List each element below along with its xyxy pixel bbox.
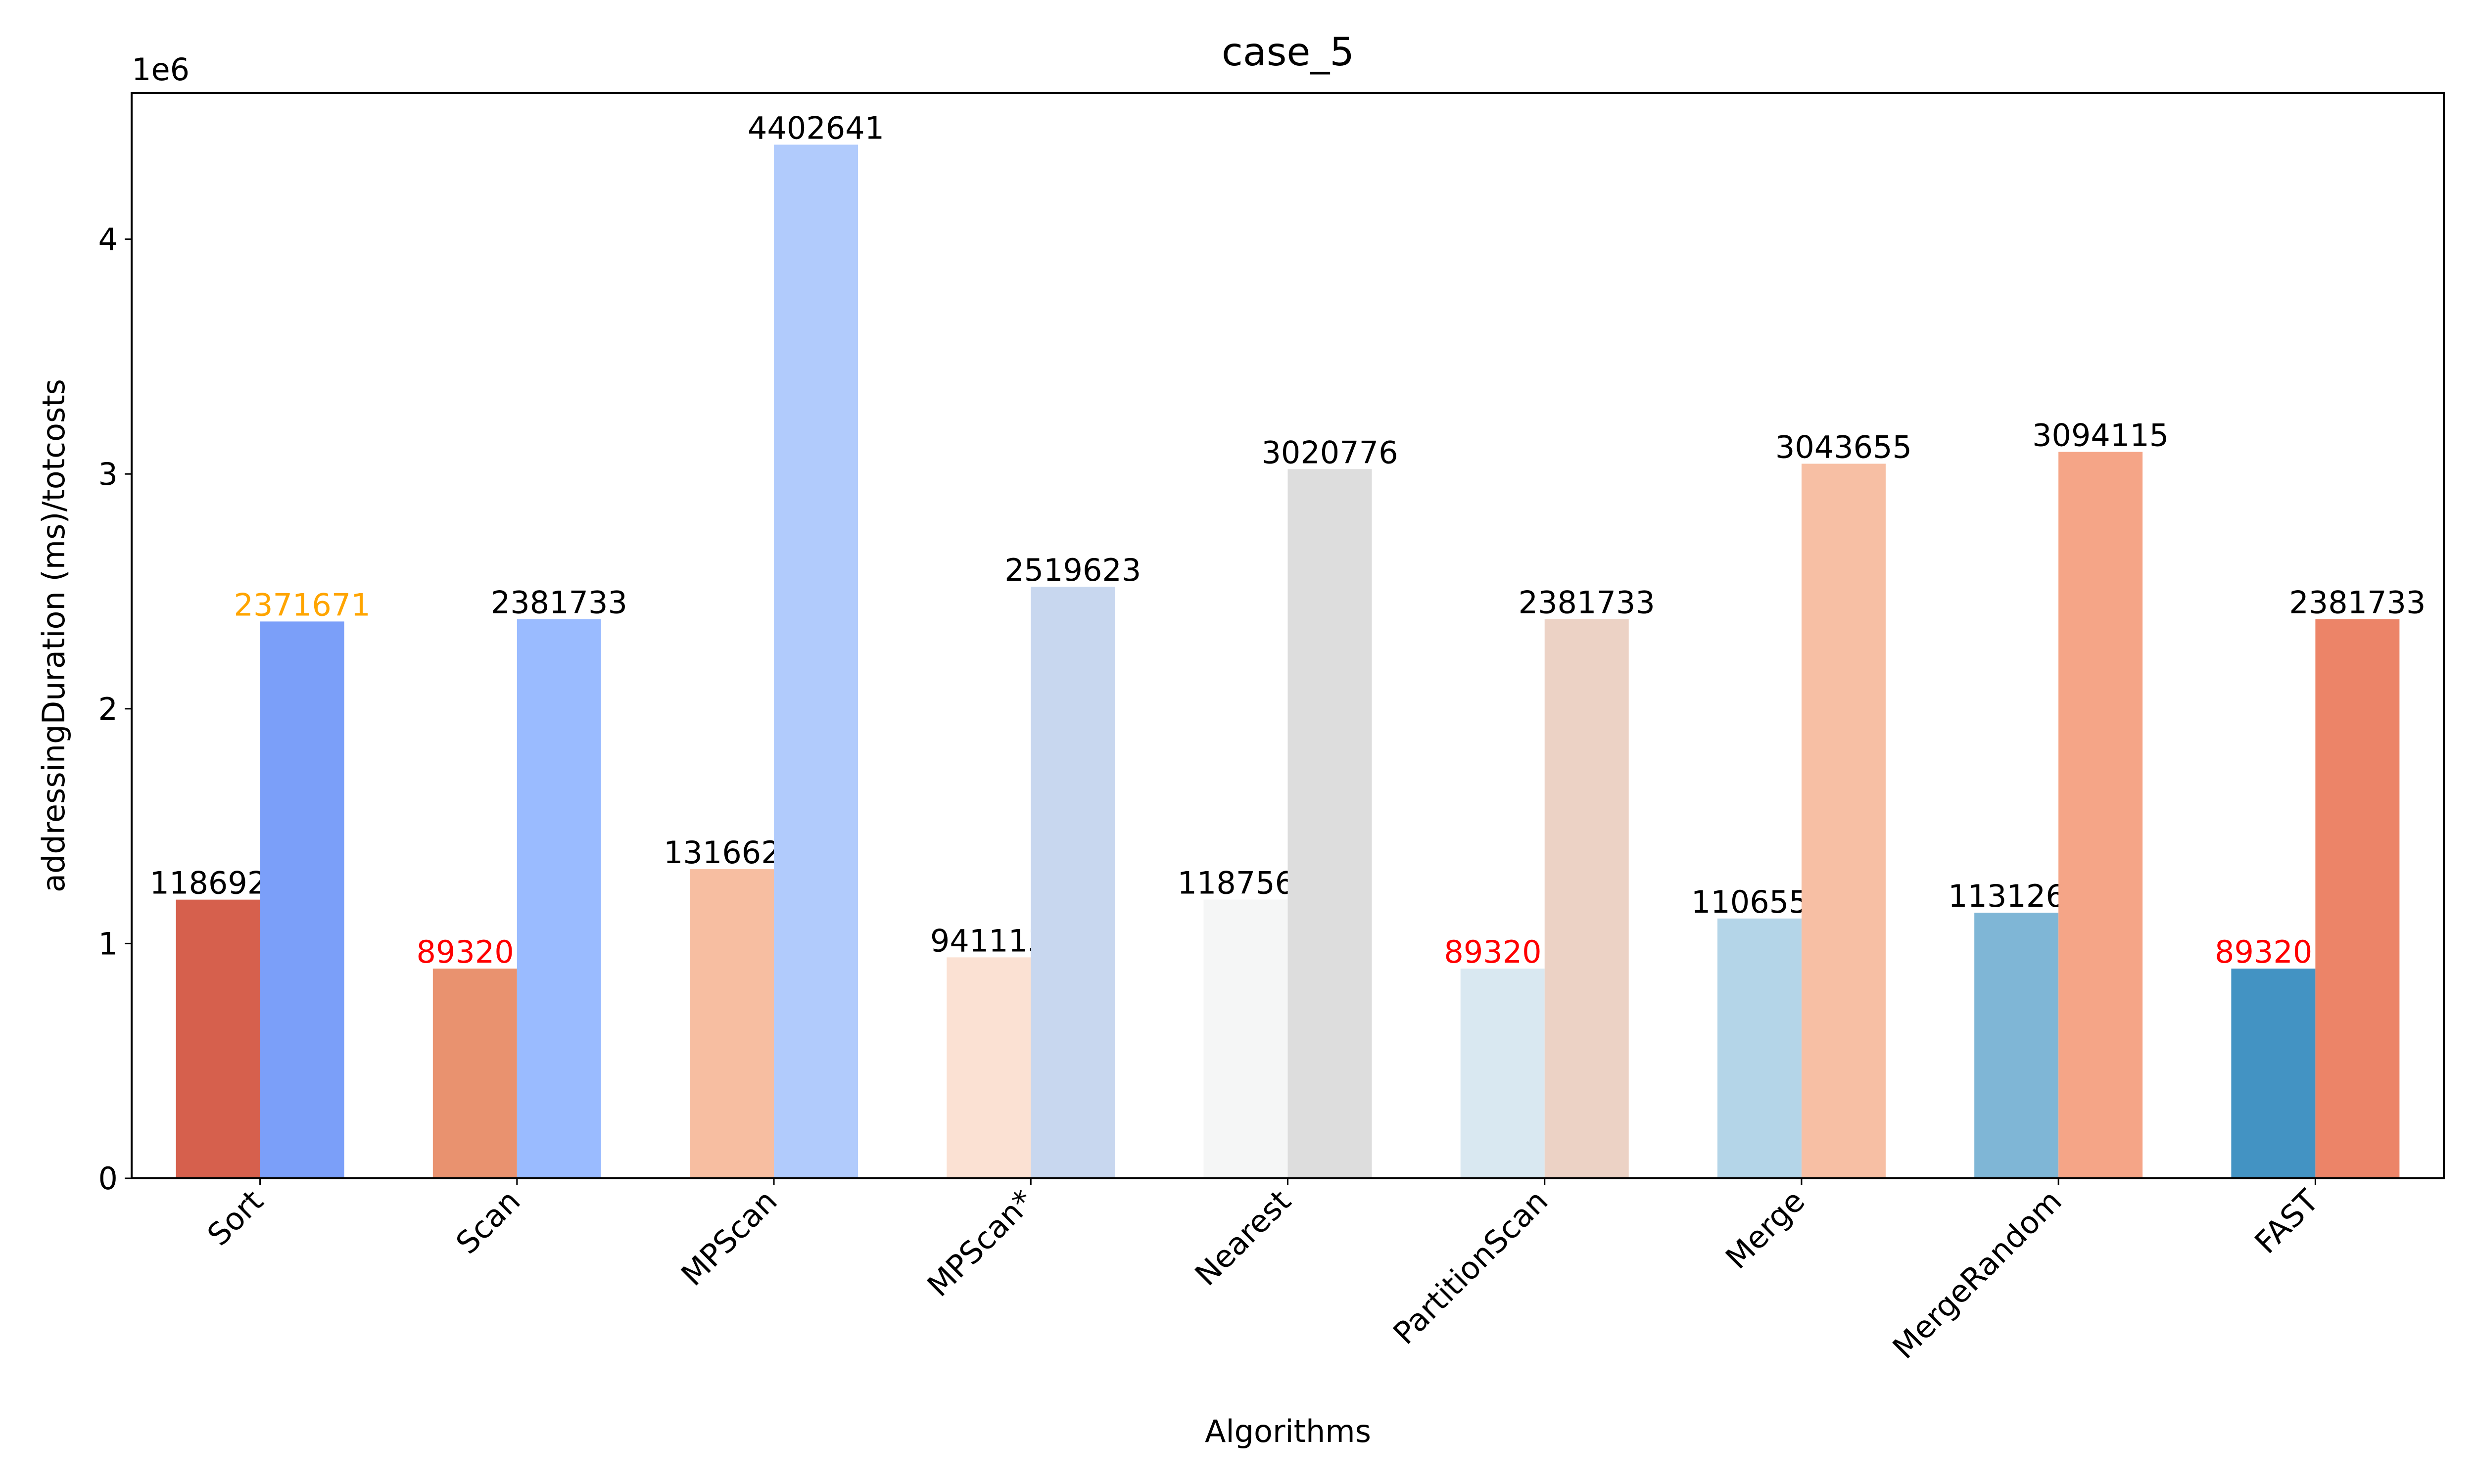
- bar-value-label: 2519623: [1004, 552, 1141, 588]
- bar-value-label: 4402641: [748, 110, 884, 146]
- bar-Nearest-series-1: [1203, 899, 1288, 1178]
- bar-value-label: 3094115: [2032, 417, 2169, 454]
- bar-value-label: 2381733: [1519, 585, 1655, 621]
- bar-value-label: 2381733: [491, 585, 627, 621]
- bar-MergeRandom-series-2: [2058, 452, 2143, 1178]
- y-tick-label: 4: [98, 222, 118, 258]
- y-tick-label: 1: [98, 926, 118, 962]
- bar-value-label: 893201: [1444, 934, 1561, 970]
- bar-Sort-series-2: [260, 621, 344, 1178]
- bar-MPScan-series-2: [774, 144, 858, 1179]
- bar-value-label: 3043655: [1775, 429, 1912, 465]
- bar-value-label: 893201: [2215, 934, 2332, 970]
- chart-title: case_5: [1222, 30, 1354, 75]
- bar-PartitionScan-series-2: [1544, 619, 1629, 1178]
- y-axis-label: addressingDuration (ms)/totcosts: [36, 379, 72, 892]
- bar-MPScan-series-1: [690, 869, 774, 1178]
- y-multiplier-label: 1e6: [132, 51, 190, 88]
- bar-FAST-series-2: [2315, 619, 2400, 1178]
- bar-PartitionScan-series-1: [1460, 969, 1545, 1178]
- bar-Merge-series-2: [1801, 464, 1886, 1178]
- bar-value-label: 2371671: [234, 587, 371, 623]
- bar-Nearest-series-2: [1287, 469, 1372, 1178]
- bar-MPScan*-series-2: [1031, 587, 1115, 1178]
- bar-value-label: 893201: [416, 934, 533, 970]
- bar-Sort-series-1: [176, 899, 260, 1178]
- y-tick-label: 0: [98, 1160, 118, 1197]
- bar-FAST-series-1: [2231, 969, 2316, 1178]
- bar-Merge-series-1: [1717, 918, 1802, 1178]
- bar-MergeRandom-series-1: [1974, 913, 2059, 1178]
- y-tick-label: 3: [98, 456, 118, 492]
- bar-Scan-series-1: [432, 969, 517, 1178]
- x-axis-label: Algorithms: [1205, 1413, 1371, 1449]
- plot-frame: [131, 92, 2445, 1179]
- bar-MPScan*-series-1: [947, 957, 1031, 1178]
- bar-value-label: 3020776: [1261, 434, 1398, 470]
- y-tick-label: 2: [98, 691, 118, 727]
- bar-Scan-series-2: [517, 619, 601, 1178]
- bar-value-label: 941113: [930, 923, 1047, 959]
- bar-value-label: 2381733: [2289, 585, 2426, 621]
